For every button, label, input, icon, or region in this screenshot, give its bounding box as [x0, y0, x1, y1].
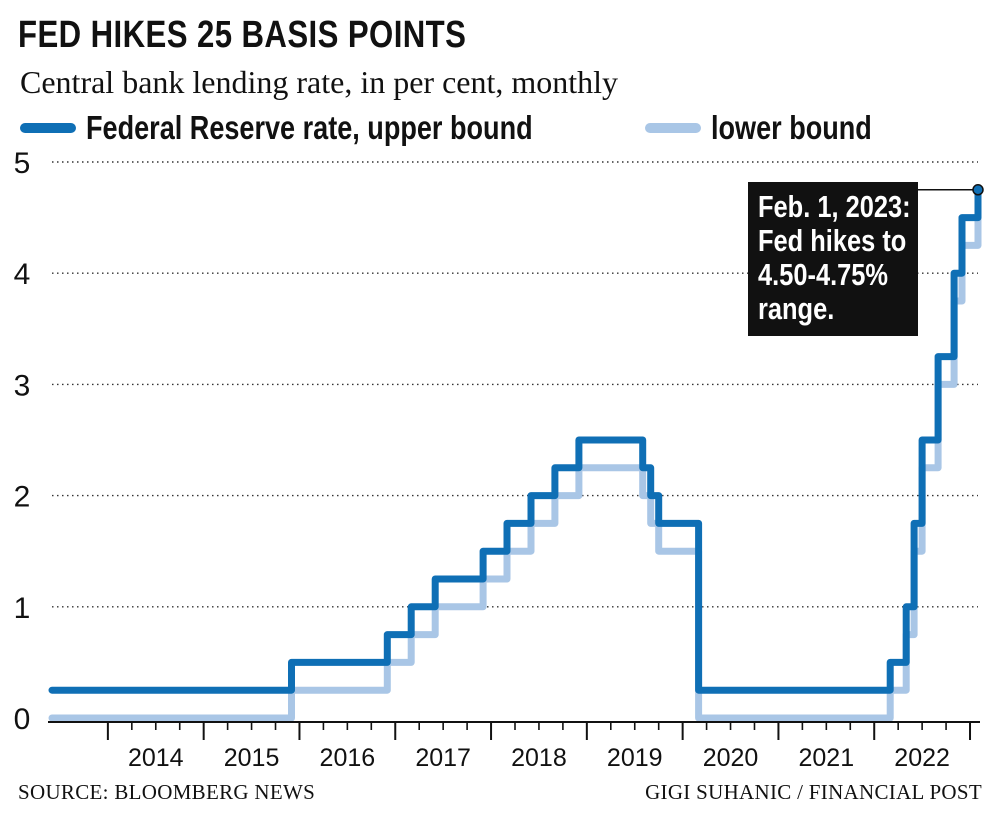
- credit-note: GIGI SUHANIC / FINANCIAL POST: [645, 780, 982, 804]
- chart-title: FED HIKES 25 BASIS POINTS: [18, 14, 467, 56]
- y-tick-label: 2: [14, 481, 31, 514]
- source-note: SOURCE: BLOOMBERG NEWS: [18, 780, 316, 804]
- legend-label-upper: Federal Reserve rate, upper bound: [86, 109, 533, 146]
- legend-label-lower: lower bound: [710, 109, 872, 146]
- x-tick-label: 2021: [799, 744, 855, 772]
- annotation-box: Feb. 1, 2023: Fed hikes to 4.50-4.75% ra…: [748, 182, 918, 336]
- y-tick-label: 0: [14, 703, 31, 736]
- legend-item-upper: Federal Reserve rate, upper bound: [20, 109, 631, 147]
- annotation-line-2: Fed hikes to: [758, 223, 907, 258]
- legend: Federal Reserve rate, upper bound lower …: [20, 108, 921, 148]
- series-line-upper: [48, 186, 982, 694]
- x-tick-label: 2019: [607, 744, 663, 772]
- annotation-line-3: 4.50-4.75%: [758, 257, 889, 292]
- legend-swatch-lower: [644, 123, 701, 133]
- annotation-marker: [972, 184, 984, 196]
- legend-item-lower: lower bound: [644, 109, 907, 147]
- annotation-line-1: Feb. 1, 2023:: [758, 189, 911, 224]
- x-tick-label: 2017: [415, 744, 471, 772]
- y-tick-label: 1: [14, 592, 31, 625]
- y-tick-label: 3: [14, 369, 31, 402]
- annotation-line-4: range.: [758, 291, 835, 326]
- legend-swatch-upper: [20, 123, 76, 133]
- x-tick-label: 2018: [511, 744, 567, 772]
- y-tick-label: 5: [14, 147, 31, 180]
- chart-subtitle: Central bank lending rate, in per cent, …: [20, 64, 619, 100]
- x-tick-label: 2015: [224, 744, 280, 772]
- x-tick-label: 2014: [128, 744, 184, 772]
- x-tick-label: 2022: [894, 744, 950, 772]
- y-tick-label: 4: [14, 258, 31, 291]
- x-tick-label: 2020: [703, 744, 759, 772]
- x-tick-label: 2016: [320, 744, 376, 772]
